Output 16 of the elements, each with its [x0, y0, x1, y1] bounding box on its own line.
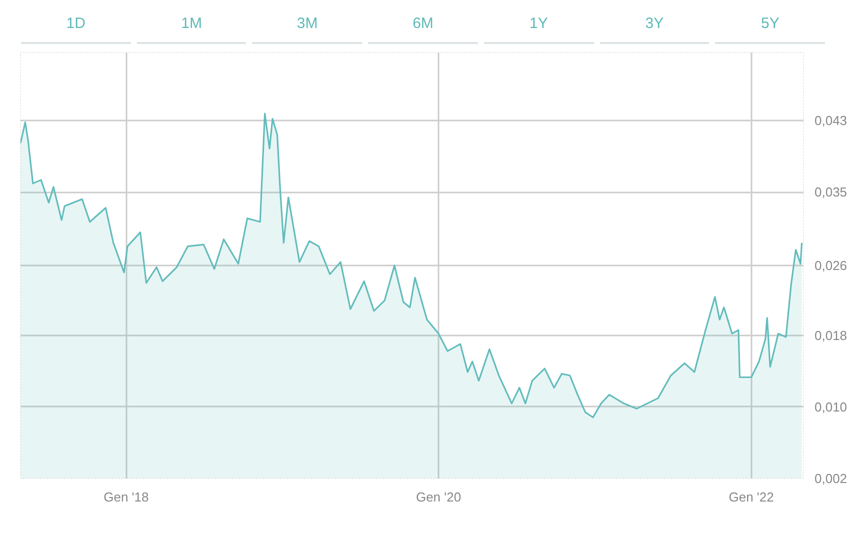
y-tick-label: 0,018	[814, 328, 848, 343]
y-tick-label: 0,043	[814, 113, 848, 128]
x-tick-label: Gen '22	[728, 490, 774, 504]
y-tick-label: 0,026	[814, 258, 848, 273]
x-tick-label: Gen '20	[416, 490, 462, 504]
text: 6M	[368, 5, 478, 44]
text: 1M	[136, 5, 246, 44]
y-tick-label: 0,010	[814, 399, 848, 414]
text: 1D	[21, 5, 131, 44]
y-tick-label: 0,002	[814, 471, 848, 486]
y-tick-label: 0,035	[814, 184, 848, 200]
x-tick-label: Gen '18	[104, 490, 149, 504]
text: 3M	[252, 5, 362, 44]
text: 5Y	[715, 5, 826, 44]
text: 3Y	[600, 5, 710, 44]
text: 1Y	[484, 5, 594, 44]
